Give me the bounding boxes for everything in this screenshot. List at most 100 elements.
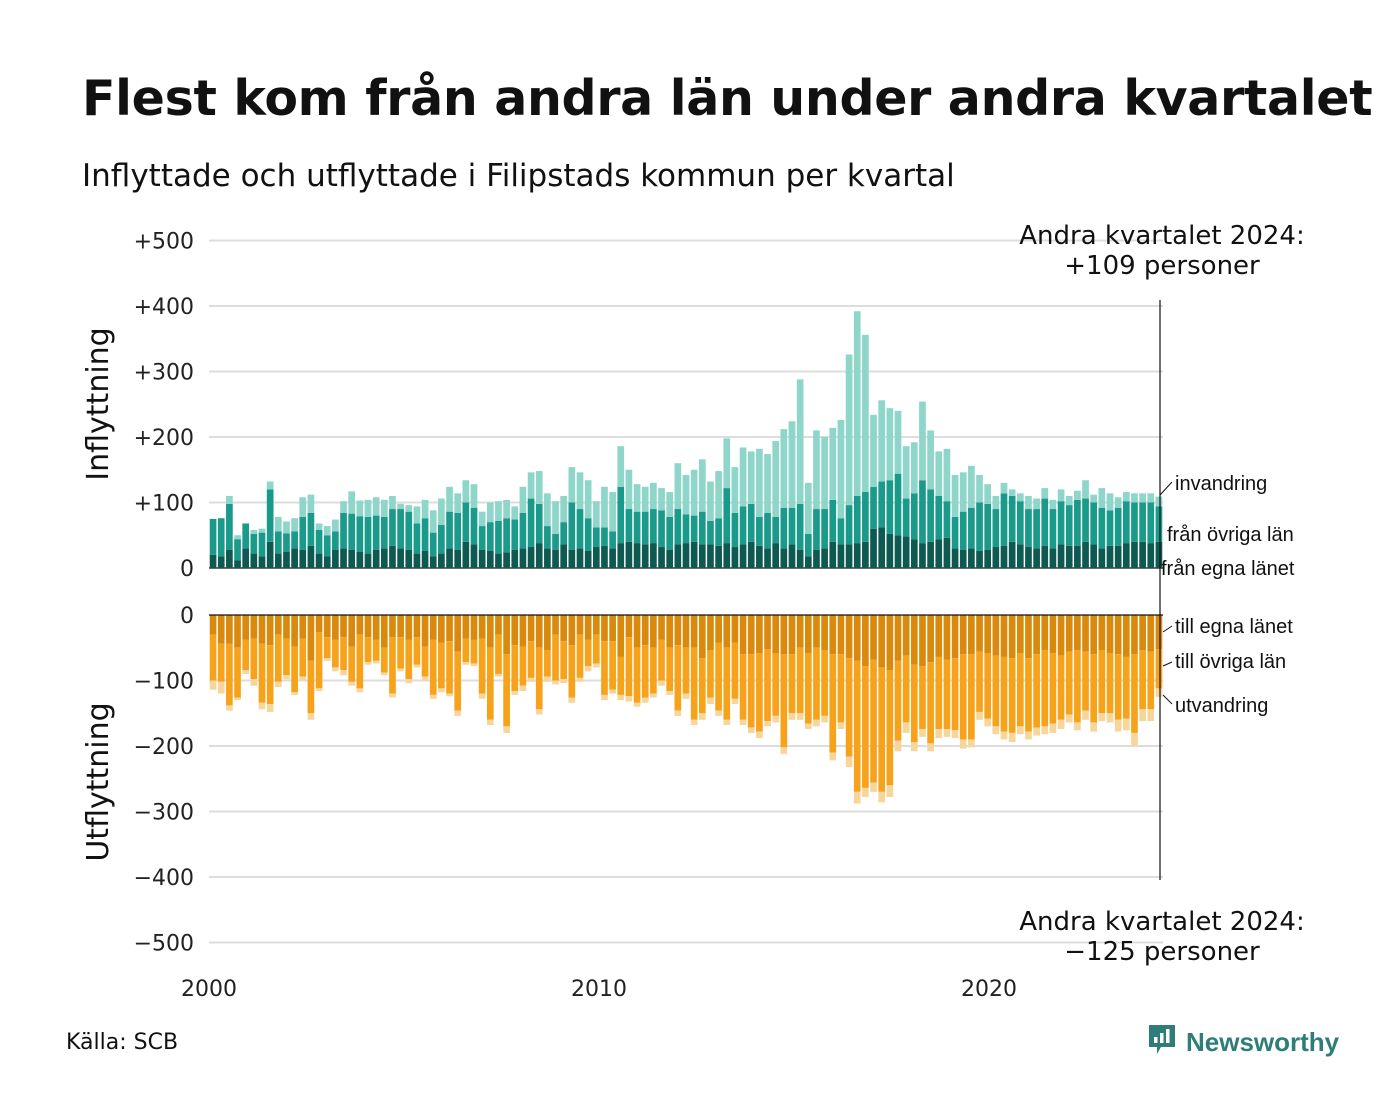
bar-inflyttning: [715, 471, 722, 519]
annotation-bottom-line2: −125 personer: [1064, 937, 1260, 967]
bar-inflyttning: [739, 447, 747, 507]
bar-inflyttning: [576, 509, 584, 549]
bar-inflyttning: [1008, 489, 1016, 496]
bar-inflyttning: [503, 518, 510, 553]
bar-utflyttning: [641, 697, 649, 703]
bar-utflyttning: [560, 679, 568, 684]
bar-utflyttning: [951, 730, 959, 739]
bar-utflyttning: [609, 641, 616, 690]
annotation-bottom-line1: Andra kvartalet 2024:: [1019, 907, 1304, 937]
bar-utflyttning: [780, 654, 788, 748]
leader-line: [1162, 694, 1173, 705]
bar-inflyttning: [307, 494, 315, 513]
bar-inflyttning: [723, 438, 731, 489]
bar-utflyttning: [1147, 651, 1155, 710]
bar-utflyttning: [1074, 650, 1081, 723]
bar-inflyttning: [992, 509, 1000, 548]
bar-inflyttning: [470, 484, 478, 508]
bar-utflyttning: [1016, 652, 1024, 727]
bar-utflyttning: [625, 615, 633, 638]
bar-utflyttning: [862, 666, 869, 788]
bar-inflyttning: [364, 516, 372, 554]
bar-inflyttning: [315, 530, 323, 554]
bar-utflyttning: [715, 642, 722, 711]
bar-utflyttning: [380, 615, 388, 648]
bar-inflyttning: [601, 527, 608, 546]
bar-inflyttning: [641, 544, 649, 568]
bar-inflyttning: [405, 549, 413, 568]
bar-utflyttning: [1000, 731, 1008, 740]
bar-utflyttning: [707, 615, 714, 651]
bar-inflyttning: [446, 486, 453, 512]
bar-inflyttning: [690, 541, 698, 568]
bar-inflyttning: [837, 419, 845, 519]
bar-inflyttning: [389, 509, 396, 546]
bar-utflyttning: [837, 654, 845, 723]
bar-utflyttning: [1122, 656, 1130, 719]
bar-utflyttning: [266, 704, 274, 712]
bar-inflyttning: [878, 481, 886, 528]
bar-inflyttning: [535, 543, 543, 568]
bar-utflyttning: [1008, 615, 1016, 659]
bar-utflyttning: [1155, 649, 1163, 689]
bar-inflyttning: [1098, 548, 1106, 568]
bar-utflyttning: [641, 615, 649, 646]
bar-inflyttning: [845, 354, 853, 506]
bar-utflyttning: [968, 739, 975, 748]
bar-inflyttning: [617, 543, 625, 568]
bar-utflyttning: [633, 615, 641, 648]
bar-utflyttning: [560, 641, 568, 680]
bar-utflyttning: [503, 615, 510, 655]
bar-utflyttning: [446, 693, 453, 697]
bar-inflyttning: [674, 463, 682, 510]
bar-inflyttning: [1057, 544, 1065, 568]
bar-utflyttning: [283, 675, 290, 680]
bar-utflyttning: [446, 641, 453, 694]
bar-inflyttning: [804, 533, 812, 557]
bar-utflyttning: [764, 615, 771, 650]
bar-utflyttning: [478, 638, 486, 694]
bar-inflyttning: [943, 537, 951, 568]
bar-utflyttning: [617, 615, 625, 657]
bar-utflyttning: [258, 615, 266, 644]
bar-inflyttning: [690, 515, 698, 542]
bar-inflyttning: [323, 556, 331, 568]
bar-utflyttning: [413, 637, 421, 665]
bar-inflyttning: [625, 509, 633, 542]
bar-utflyttning: [968, 615, 975, 655]
bar-inflyttning: [698, 459, 706, 512]
bar-utflyttning: [1016, 615, 1024, 653]
bar-inflyttning: [984, 484, 992, 504]
bar-utflyttning: [486, 647, 494, 720]
bar-inflyttning: [1074, 490, 1081, 500]
bar-utflyttning: [340, 637, 347, 671]
bar-inflyttning: [690, 469, 698, 516]
ytick-label: 0: [180, 557, 194, 582]
bar-inflyttning: [209, 518, 217, 555]
bar-utflyttning: [544, 615, 551, 651]
bar-utflyttning: [1065, 651, 1073, 715]
bar-utflyttning: [951, 658, 959, 731]
bar-utflyttning: [731, 698, 739, 705]
bar-inflyttning: [862, 541, 869, 568]
bar-utflyttning: [690, 647, 698, 720]
bar-utflyttning: [910, 664, 918, 743]
bar-utflyttning: [1114, 615, 1122, 655]
bar-utflyttning: [723, 719, 731, 726]
bar-inflyttning: [902, 536, 910, 568]
bar-utflyttning: [364, 662, 372, 665]
bar-utflyttning: [323, 637, 331, 659]
bar-utflyttning: [853, 791, 861, 804]
bar-inflyttning: [625, 541, 633, 568]
bar-utflyttning: [829, 615, 837, 655]
bar-inflyttning: [519, 512, 527, 549]
bar-utflyttning: [821, 615, 828, 651]
bar-utflyttning: [544, 650, 551, 677]
bar-inflyttning: [438, 498, 445, 525]
bar-inflyttning: [1098, 507, 1106, 549]
bar-inflyttning: [446, 548, 453, 568]
bar-utflyttning: [356, 634, 364, 689]
bar-utflyttning: [853, 660, 861, 792]
bar-utflyttning: [274, 634, 282, 682]
bar-inflyttning: [226, 495, 233, 504]
